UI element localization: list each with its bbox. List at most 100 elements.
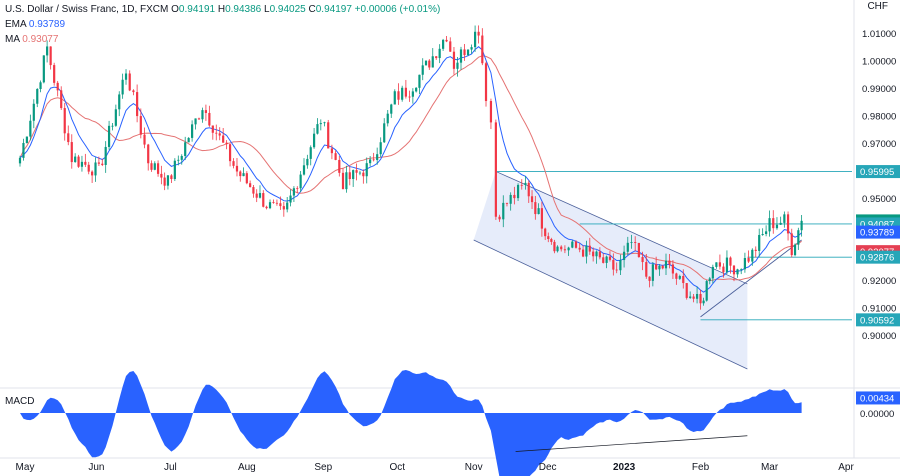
candle bbox=[121, 79, 124, 95]
candle bbox=[481, 35, 484, 64]
candle bbox=[664, 260, 668, 269]
candle bbox=[421, 65, 424, 75]
candle bbox=[255, 193, 258, 198]
candle bbox=[477, 31, 480, 36]
candle bbox=[60, 90, 63, 109]
candle bbox=[524, 182, 527, 186]
candle bbox=[150, 163, 153, 170]
ma-legend-row: MA 0.93077 bbox=[5, 32, 440, 47]
candle bbox=[637, 242, 640, 258]
candle bbox=[316, 124, 319, 134]
price-label-box bbox=[856, 250, 900, 264]
candle bbox=[296, 188, 299, 190]
currency-label: CHF bbox=[867, 1, 888, 12]
candle bbox=[445, 39, 448, 42]
candle bbox=[309, 147, 312, 159]
candle bbox=[695, 293, 699, 299]
candle bbox=[345, 172, 348, 190]
candle bbox=[675, 273, 678, 279]
candle bbox=[163, 177, 166, 186]
candle bbox=[107, 125, 111, 147]
candle bbox=[63, 108, 66, 134]
time-tick-label: Jun bbox=[88, 462, 104, 473]
candle bbox=[411, 91, 414, 97]
candle bbox=[754, 249, 757, 251]
candle bbox=[42, 55, 45, 83]
candle bbox=[282, 206, 285, 210]
candle bbox=[249, 183, 252, 188]
candle bbox=[124, 73, 128, 80]
candle bbox=[534, 202, 537, 215]
candle bbox=[560, 246, 563, 250]
candle bbox=[211, 125, 214, 133]
candle bbox=[743, 258, 747, 270]
ohlc-key: C bbox=[305, 4, 316, 15]
candle bbox=[702, 300, 705, 304]
candle bbox=[718, 262, 721, 267]
macd-area bbox=[20, 370, 802, 476]
candle bbox=[779, 222, 782, 225]
candle bbox=[372, 159, 375, 161]
candle bbox=[740, 269, 743, 271]
candle bbox=[651, 264, 654, 281]
price-tick-label: 0.99000 bbox=[862, 84, 896, 95]
candle bbox=[520, 184, 523, 186]
candle bbox=[622, 251, 626, 261]
candle bbox=[275, 202, 279, 204]
candle bbox=[463, 49, 466, 56]
candle bbox=[516, 184, 520, 199]
candle bbox=[547, 236, 550, 240]
candle bbox=[118, 94, 121, 110]
candle bbox=[272, 202, 275, 203]
candle bbox=[442, 39, 445, 49]
candle bbox=[67, 133, 70, 143]
candle bbox=[431, 56, 434, 68]
candle bbox=[187, 137, 190, 143]
candle bbox=[715, 262, 718, 267]
candle bbox=[319, 123, 322, 125]
channel-upper-line bbox=[495, 171, 748, 285]
candle bbox=[143, 134, 146, 145]
candle bbox=[765, 231, 768, 235]
price-label-box bbox=[856, 165, 900, 179]
price-label-box bbox=[856, 225, 900, 239]
candle bbox=[204, 110, 208, 113]
candle bbox=[111, 125, 114, 127]
time-tick-label: Nov bbox=[465, 462, 483, 473]
ohlc-values: O0.94191 H0.94386 L0.94025 C0.94197 bbox=[171, 4, 355, 15]
candle bbox=[513, 194, 516, 199]
candle bbox=[369, 159, 372, 164]
candle bbox=[252, 187, 255, 194]
candle bbox=[362, 172, 365, 177]
ma-value: 0.93077 bbox=[22, 34, 59, 45]
price-tick-label: 0.90000 bbox=[862, 331, 896, 342]
candle bbox=[289, 195, 292, 203]
candle bbox=[160, 173, 163, 178]
candle bbox=[456, 62, 459, 69]
candle bbox=[383, 123, 386, 143]
candle bbox=[685, 283, 688, 298]
candle bbox=[101, 163, 104, 165]
candle bbox=[39, 82, 42, 89]
candle bbox=[70, 142, 73, 163]
candle bbox=[689, 296, 692, 298]
candle bbox=[435, 56, 438, 59]
candle bbox=[598, 251, 601, 258]
candle bbox=[330, 148, 334, 154]
candle bbox=[327, 122, 330, 149]
candle bbox=[147, 144, 150, 164]
candle bbox=[498, 216, 501, 220]
candle bbox=[393, 91, 396, 105]
candle bbox=[22, 142, 25, 158]
candle bbox=[592, 251, 595, 257]
price-label: 0.93789 bbox=[860, 228, 894, 239]
candle bbox=[352, 170, 355, 180]
candle bbox=[415, 87, 418, 92]
candle bbox=[786, 214, 790, 234]
time-tick-label: Oct bbox=[389, 462, 405, 473]
candles-group bbox=[18, 25, 803, 310]
candle bbox=[173, 160, 176, 180]
candle bbox=[239, 171, 242, 177]
